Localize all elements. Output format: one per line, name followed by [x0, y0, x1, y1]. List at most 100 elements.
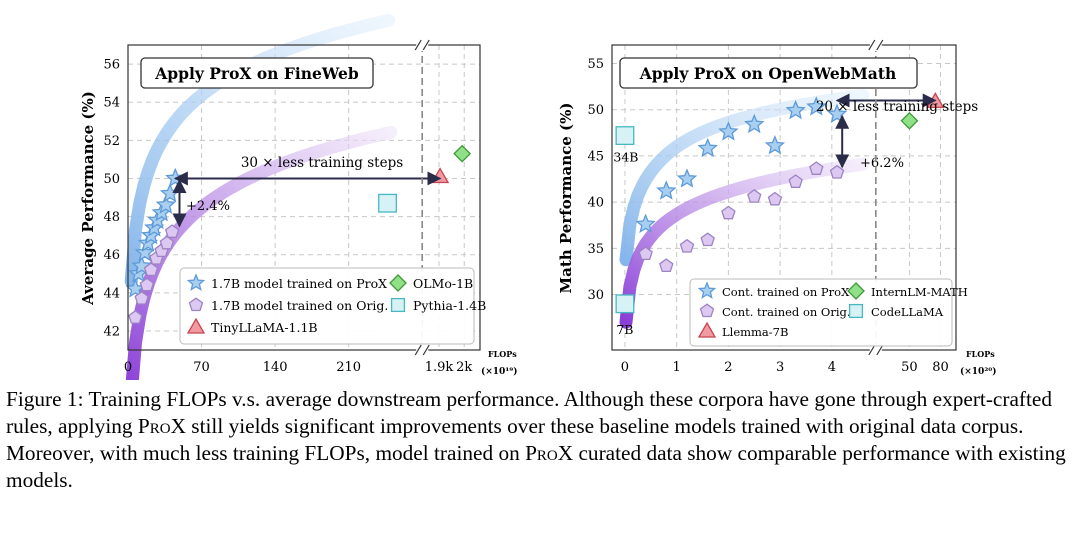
right-x-unit-exp: (×10²⁰)	[960, 366, 996, 377]
r-break-slash	[868, 344, 876, 356]
r-point-star	[744, 113, 765, 134]
l-ytick-label: 52	[103, 134, 120, 149]
r-point-pentagon	[659, 258, 674, 273]
l-point-star	[155, 194, 176, 214]
l-ytick-label: 44	[103, 286, 120, 301]
r-xtick-label: 4	[828, 360, 836, 375]
r-point-star	[764, 134, 786, 155]
left-annotations: 30 × less training steps +2.4%	[172, 155, 442, 228]
l-legend-symbol	[389, 274, 407, 292]
left-x-unit: FLOPs	[488, 349, 517, 359]
l-legend-label: 1.7B model trained on ProX	[211, 276, 387, 291]
r-legend-symbol	[699, 303, 715, 318]
r-point-pentagon	[747, 188, 762, 203]
r-ytick-label: 55	[587, 57, 604, 72]
right-x-unit: FLOPs	[966, 349, 995, 359]
l-point-square	[378, 193, 397, 213]
l-break-gap	[416, 39, 429, 51]
r-xtick-label: 3	[776, 360, 784, 375]
r-point-star	[676, 168, 698, 188]
caption-text-1: Training FLOPs v.s. average downstream p…	[6, 387, 1053, 438]
r-legend-label: Cont. trained on ProX	[722, 285, 850, 299]
left-chart-title: Apply ProX on FineWeb	[154, 64, 359, 83]
caption-prox-1: ProX	[137, 414, 186, 438]
chart-right: 20 × less training steps +6.2% 34B 7B 30…	[557, 39, 996, 377]
r-break-gap	[869, 39, 882, 51]
caption-prox-2: ProX	[525, 441, 574, 465]
left-title-box	[140, 57, 374, 89]
l-xtick-label: 210	[336, 360, 361, 375]
r-legend-label: Llemma-7B	[722, 325, 788, 339]
right-point-label-34b: 34B	[613, 150, 638, 165]
l-xtick-label: 70	[193, 360, 210, 375]
r-legend-label: InternLM-MATH	[871, 285, 968, 299]
r-ytick-label: 50	[587, 103, 604, 118]
right-tick-labels: 30 35 40 45 50 55 0 1 2 3 4 50 80	[587, 57, 948, 375]
l-legend-symbol	[186, 317, 206, 334]
l-break-slash	[422, 344, 430, 356]
right-less-steps-label: 20 × less training steps	[816, 99, 978, 115]
l-legend-symbol	[390, 297, 406, 313]
l-point-triangle	[430, 167, 450, 184]
r-xtick-label: 0	[621, 360, 629, 375]
r-ytick-label: 30	[587, 288, 604, 303]
r-point-square	[615, 126, 635, 146]
l-point-diamond	[453, 144, 472, 163]
chart-left: 30 × less training steps +2.4% 42 44 46 48 5…	[79, 13, 517, 380]
r-xtick-label: 50	[901, 360, 918, 375]
l-point-pentagon	[139, 277, 155, 292]
l-legend-symbol	[186, 273, 206, 291]
r-legend-symbol	[847, 282, 865, 300]
right-chart-title: Apply ProX on OpenWebMath	[639, 64, 897, 83]
r-point-pentagon	[721, 205, 736, 220]
r-legend-label: Cont. trained on Orig.	[722, 305, 851, 319]
r-point-star	[656, 180, 677, 200]
l-point-pentagon	[128, 309, 143, 324]
r-ytick-label: 35	[587, 242, 604, 257]
r-point-pentagon	[809, 161, 824, 175]
r-legend-symbol	[697, 321, 717, 338]
l-break-slash	[414, 39, 422, 51]
right-marks	[615, 92, 945, 314]
l-point-pentagon	[143, 262, 159, 277]
right-point-label-7b: 7B	[616, 322, 633, 337]
l-xtick-label: 0	[124, 360, 132, 375]
r-point-star	[697, 137, 718, 158]
r-point-star	[635, 213, 656, 233]
l-legend-label: TinyLLaMA-1.1B	[211, 320, 318, 335]
l-ytick-label: 48	[103, 210, 120, 225]
caption-text-2: still yields significant improvements ov…	[6, 414, 1024, 465]
r-xtick-label: 2	[724, 360, 732, 375]
l-point-pentagon	[134, 290, 149, 305]
r-legend-symbol	[697, 281, 717, 299]
r-break-gap	[869, 344, 882, 356]
r-point-star	[806, 96, 827, 116]
l-xtick-label: 2k	[456, 360, 472, 375]
l-xtick-label: 1.9k	[425, 360, 454, 375]
r-xtick-label: 80	[932, 360, 949, 375]
left-less-steps-label: 30 × less training steps	[241, 155, 403, 171]
l-legend-label: OLMo-1B	[413, 276, 473, 291]
right-orig-trend-band	[619, 157, 870, 329]
l-point-pentagon	[164, 224, 180, 238]
left-tick-labels: 42 44 46 48 50 52 54 56 0 70 140 210 1.9k 2k	[103, 58, 472, 375]
l-ytick-label: 46	[103, 248, 120, 263]
right-y-axis-label: Math Performance (%)	[557, 103, 575, 294]
r-point-pentagon	[700, 232, 715, 247]
r-point-star	[718, 121, 739, 141]
right-annotations: 20 × less training steps +6.2% 34B 7B	[613, 93, 978, 337]
l-break-slash	[422, 39, 430, 51]
r-point-square	[615, 294, 635, 314]
r-break-slash	[876, 344, 884, 356]
r-legend-symbol	[848, 303, 864, 319]
l-break-gap	[416, 344, 429, 356]
r-legend-label: CodeLLaMA	[871, 305, 944, 319]
l-ytick-label: 50	[103, 172, 120, 187]
right-title-box	[619, 57, 918, 89]
l-point-pentagon	[159, 235, 175, 250]
r-point-pentagon	[679, 238, 695, 253]
r-xtick-label: 1	[673, 360, 681, 375]
l-legend-label: 1.7B model trained on Orig.	[211, 298, 388, 313]
l-ytick-label: 54	[103, 96, 120, 111]
caption-label: Figure 1:	[6, 387, 84, 411]
